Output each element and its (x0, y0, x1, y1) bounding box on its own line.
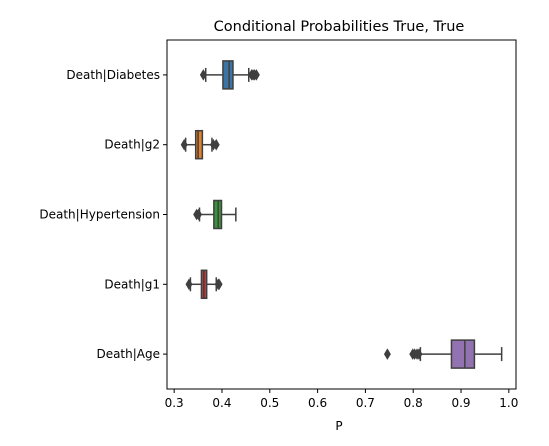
outlier-point (383, 348, 391, 360)
outlier-point (215, 278, 223, 291)
y-tick-label: Death|Diabetes (66, 68, 160, 82)
y-tick-label: Death|Hypertension (39, 208, 160, 222)
y-tick-label: Death|g1 (104, 277, 160, 291)
box-iqr (222, 60, 234, 90)
box-group (185, 269, 223, 300)
box-group (180, 129, 220, 160)
x-tick-label: 0.3 (165, 396, 184, 410)
box-group (193, 199, 237, 230)
outlier-point (252, 69, 260, 81)
outlier-point (415, 348, 423, 360)
x-tick-label: 1.0 (499, 396, 518, 410)
x-tick-label: 0.9 (451, 396, 470, 410)
chart-title: Conditional Probabilities True, True (214, 19, 465, 35)
box-iqr (194, 129, 204, 160)
y-tick-label: Death|Age (96, 347, 160, 361)
x-tick-label: 0.4 (212, 396, 231, 410)
outlier-point (180, 138, 188, 151)
x-axis: 0.3 0.4 0.5 0.6 0.7 0.8 0.9 1.0 (165, 389, 518, 410)
x-tick-label: 0.8 (404, 396, 423, 410)
outlier-point (199, 69, 207, 81)
outlier-point (195, 208, 203, 221)
outlier-point (185, 278, 193, 291)
y-axis: Death|Diabetes Death|g2 Death|Hypertension… (39, 68, 167, 361)
x-tick-label: 0.7 (356, 396, 375, 410)
box-group (199, 60, 260, 90)
box-group (383, 339, 503, 369)
outlier-point (212, 138, 220, 151)
x-tick-label: 0.6 (308, 396, 327, 410)
y-tick-label: Death|g2 (104, 138, 160, 152)
chart-marks (180, 60, 503, 369)
x-axis-label: P (335, 419, 342, 433)
box-iqr (450, 339, 476, 369)
x-tick-label: 0.5 (260, 396, 279, 410)
